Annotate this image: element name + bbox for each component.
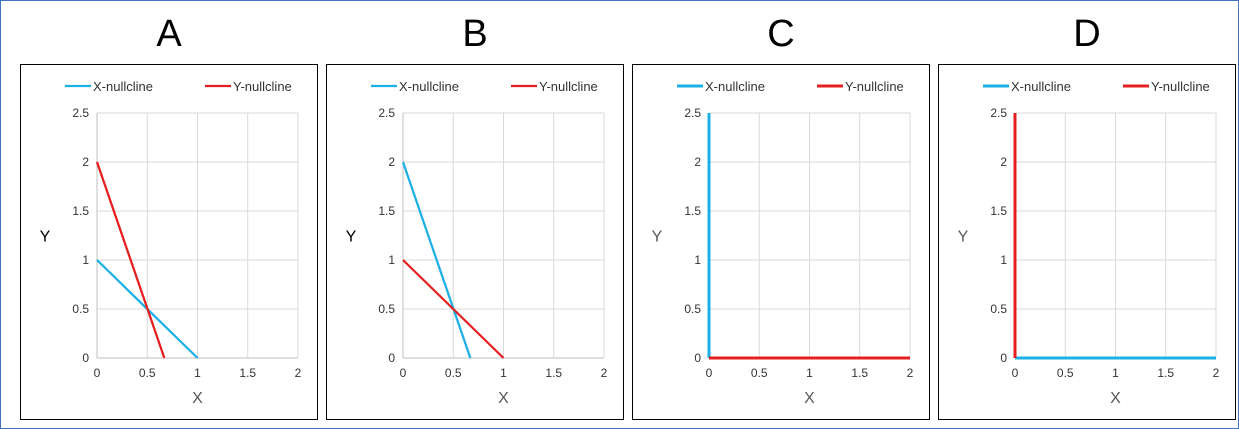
y-tick-label-5: 2.5 — [72, 106, 89, 120]
legend-label-1: Y-nullcline — [539, 79, 598, 94]
series-line-y-nullcline — [95, 161, 166, 359]
y-tick-label-2: 1 — [694, 253, 701, 267]
x-tick-label-2: 1 — [806, 366, 813, 380]
y-tick-label-4: 2 — [1000, 155, 1007, 169]
x-tick-label-4: 2 — [1213, 366, 1220, 380]
x-axis-title: X — [1110, 390, 1121, 407]
legend-label-1: Y-nullcline — [845, 79, 904, 94]
x-tick-label-0: 0 — [1012, 366, 1019, 380]
legend-label-0: X-nullcline — [399, 79, 459, 94]
y-tick-label-1: 0.5 — [72, 302, 89, 316]
y-tick-label-4: 2 — [694, 155, 701, 169]
y-axis-title: Y — [346, 229, 357, 246]
y-axis-title: Y — [40, 229, 51, 246]
x-tick-label-4: 2 — [295, 366, 302, 380]
y-tick-label-1: 0.5 — [378, 302, 395, 316]
y-axis-title: Y — [652, 229, 663, 246]
x-tick-label-0: 0 — [706, 366, 713, 380]
y-tick-label-3: 1.5 — [684, 204, 701, 218]
y-tick-label-0: 0 — [694, 351, 701, 365]
x-tick-label-3: 1.5 — [851, 366, 868, 380]
chart-c-plot: X-nullcline Y-nullcline 0 0.5 1 1.5 2 2.5 0 0.5 1 1… — [652, 79, 914, 407]
x-tick-label-1: 0.5 — [751, 366, 768, 380]
panel-label-d: D — [1073, 13, 1101, 55]
y-tick-label-2: 1 — [82, 253, 89, 267]
x-tick-label-1: 0.5 — [1057, 366, 1074, 380]
x-axis-title: X — [192, 390, 203, 407]
x-tick-label-0: 0 — [94, 366, 101, 380]
y-tick-label-4: 2 — [82, 155, 89, 169]
legend-label-0: X-nullcline — [93, 79, 153, 94]
panel-label-c: C — [767, 13, 795, 55]
y-axis-title: Y — [958, 229, 969, 246]
chart-b: X-nullcline Y-nullcline 0 0.5 1 1.5 2 2.5 0 0.5 1 1… — [326, 64, 624, 420]
x-tick-label-3: 1.5 — [1157, 366, 1174, 380]
y-tick-label-5: 2.5 — [990, 106, 1007, 120]
x-tick-label-1: 0.5 — [445, 366, 462, 380]
chart-d: X-nullcline Y-nullcline 0 0.5 1 1.5 2 2.5 0 0.5 1 1… — [938, 64, 1236, 420]
y-tick-label-3: 1.5 — [378, 204, 395, 218]
chart-a: X-nullcline Y-nullcline 0 0.5 1 1.5 2 2.5 0 0.5 1 1… — [20, 64, 318, 420]
y-tick-label-5: 2.5 — [684, 106, 701, 120]
y-tick-label-0: 0 — [82, 351, 89, 365]
y-tick-label-2: 1 — [1000, 253, 1007, 267]
series-line-x-nullcline — [401, 161, 472, 359]
x-tick-label-1: 0.5 — [139, 366, 156, 380]
panel-label-b: B — [462, 13, 488, 55]
y-tick-label-3: 1.5 — [72, 204, 89, 218]
panel-label-a: A — [156, 13, 182, 55]
chart-c: X-nullcline Y-nullcline 0 0.5 1 1.5 2 2.5 0 0.5 1 1… — [632, 64, 930, 420]
x-axis-title: X — [498, 390, 509, 407]
x-tick-label-2: 1 — [194, 366, 201, 380]
legend-label-0: X-nullcline — [1011, 79, 1071, 94]
chart-b-plot: X-nullcline Y-nullcline 0 0.5 1 1.5 2 2.5 0 0.5 1 1… — [346, 79, 608, 407]
chart-d-plot: X-nullcline Y-nullcline 0 0.5 1 1.5 2 2.5 0 0.5 1 1… — [958, 79, 1220, 407]
y-tick-label-0: 0 — [1000, 351, 1007, 365]
y-tick-label-2: 1 — [388, 253, 395, 267]
x-tick-label-3: 1.5 — [239, 366, 256, 380]
legend-label-0: X-nullcline — [705, 79, 765, 94]
y-tick-label-1: 0.5 — [684, 302, 701, 316]
x-tick-label-4: 2 — [601, 366, 608, 380]
y-tick-label-5: 2.5 — [378, 106, 395, 120]
y-tick-label-1: 0.5 — [990, 302, 1007, 316]
chart-a-plot: X-nullcline Y-nullcline 0 0.5 1 1.5 2 2.5 0 0.5 1 1… — [40, 79, 302, 407]
y-tick-label-0: 0 — [388, 351, 395, 365]
x-tick-label-4: 2 — [907, 366, 914, 380]
series-line-y-nullcline — [402, 259, 505, 359]
legend-label-1: Y-nullcline — [233, 79, 292, 94]
x-axis-title: X — [804, 390, 815, 407]
x-tick-label-2: 1 — [1112, 366, 1119, 380]
x-tick-label-0: 0 — [400, 366, 407, 380]
x-tick-label-2: 1 — [500, 366, 507, 380]
y-tick-label-4: 2 — [388, 155, 395, 169]
x-tick-label-3: 1.5 — [545, 366, 562, 380]
legend-label-1: Y-nullcline — [1151, 79, 1210, 94]
y-tick-label-3: 1.5 — [990, 204, 1007, 218]
